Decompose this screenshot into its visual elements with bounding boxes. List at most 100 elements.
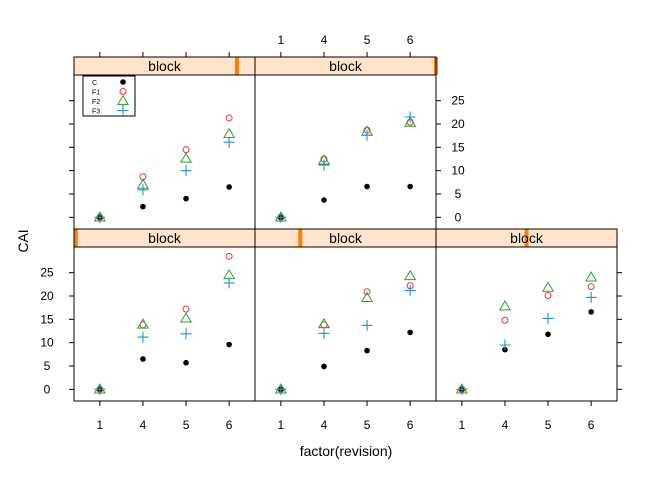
data-point-F3: [499, 339, 511, 351]
data-point-C: [588, 309, 594, 315]
data-point-F2: [223, 268, 236, 280]
y-tick-label: 10: [40, 336, 54, 350]
data-point-F3: [94, 211, 106, 223]
x-tick-label: 5: [545, 418, 552, 432]
data-point-C: [364, 183, 370, 190]
data-point-C: [183, 359, 189, 366]
panel-5: block 1 4 5 6: [435, 228, 622, 432]
x-axis-title: factor(revision): [300, 443, 393, 459]
strip-level-indicator: [524, 229, 529, 247]
data-point-F3: [456, 383, 468, 395]
data-point-F1: [182, 305, 190, 313]
panel-2: block 1 4 5 6 0 5 10 15 20 25: [254, 33, 465, 230]
strip-label: block: [510, 230, 544, 246]
data-point-F3: [137, 184, 149, 196]
x-tick-label: 6: [588, 418, 595, 432]
data-point-F2: [360, 291, 374, 303]
y-tick-label: 25: [40, 266, 54, 280]
panel-3: block 1 4 5 6 0 5 10 15 20 25: [40, 228, 256, 432]
y-tick-label-right: 15: [451, 140, 465, 154]
y-tick-label: 20: [40, 289, 54, 303]
legend-label: F2: [92, 99, 100, 106]
panel-1: block C F1 F2 F3: [69, 52, 256, 230]
x-tick-label: 1: [459, 418, 466, 432]
data-point-C: [321, 197, 327, 203]
legend-label: F3: [92, 109, 100, 116]
data-point-F1: [544, 292, 552, 300]
data-point-F1: [501, 316, 509, 324]
data-point-F1: [363, 288, 371, 296]
data-point-C: [183, 195, 189, 202]
data-point-C: [226, 341, 232, 348]
y-tick-label-right: 10: [451, 164, 465, 178]
data-point-F1: [225, 114, 233, 122]
legend-label: C: [92, 80, 97, 87]
panel-border: [254, 246, 437, 402]
data-point-F3: [180, 165, 192, 177]
x-tick-label-top: 5: [364, 33, 371, 47]
data-point-F3: [223, 277, 235, 289]
data-point-F1: [182, 146, 190, 154]
strip-label: block: [148, 230, 182, 246]
y-tick-label: 5: [44, 359, 51, 373]
x-tick-label-top: 4: [321, 33, 328, 47]
x-tick-label-top: 6: [407, 33, 414, 47]
strip-label: block: [148, 58, 182, 74]
data-point-C: [407, 183, 413, 190]
data-point-F3: [318, 327, 330, 339]
data-point-F3: [318, 159, 330, 171]
data-point-F2: [404, 116, 417, 127]
data-point-C: [407, 329, 413, 336]
data-point-F3: [137, 331, 149, 343]
data-point-C: [545, 331, 551, 338]
data-point-C: [321, 363, 327, 370]
data-point-F3: [180, 328, 192, 340]
panel-border: [254, 74, 437, 230]
data-point-F2: [585, 271, 598, 282]
data-point-C: [364, 347, 370, 354]
x-tick-label: 4: [140, 418, 147, 432]
data-point-F3: [361, 129, 373, 141]
data-point-F2: [404, 269, 417, 281]
data-point-C: [226, 184, 232, 190]
data-point-F2: [179, 152, 193, 163]
x-tick-label: 6: [407, 418, 414, 432]
data-point-F2: [223, 127, 236, 138]
data-point-C: [140, 356, 146, 362]
panel-border: [435, 246, 618, 402]
strip-label: block: [329, 230, 363, 246]
legend-marker-C: [120, 79, 126, 85]
data-point-F2: [317, 317, 331, 329]
y-tick-label: 15: [40, 312, 54, 326]
data-point-F3: [404, 111, 416, 123]
legend-label: F1: [92, 90, 100, 97]
data-point-F1: [587, 283, 595, 291]
y-tick-label: 0: [44, 382, 51, 396]
y-tick-label-right: 25: [451, 94, 465, 108]
strip-label: block: [329, 58, 363, 74]
legend-marker-F2: [116, 94, 130, 106]
data-point-F3: [585, 291, 597, 303]
x-tick-label: 6: [226, 418, 233, 432]
x-tick-label: 1: [97, 418, 104, 432]
x-tick-label-top: 1: [278, 33, 285, 47]
data-point-F2: [541, 281, 555, 292]
legend: C F1 F2 F3: [82, 75, 136, 117]
strip-background: [74, 57, 255, 75]
y-tick-label-right: 20: [451, 117, 465, 131]
data-point-F3: [223, 136, 235, 148]
x-tick-label: 1: [278, 418, 285, 432]
x-tick-label: 5: [364, 418, 371, 432]
data-point-F1: [225, 252, 233, 260]
data-point-F3: [361, 319, 373, 331]
legend-box: [82, 75, 136, 117]
y-axis-title: CAI: [15, 229, 31, 252]
strip-level-indicator: [298, 229, 303, 247]
data-point-F2: [498, 300, 512, 311]
strip-background: [255, 57, 436, 75]
legend-marker-F1: [119, 88, 127, 95]
y-tick-label-right: 5: [455, 187, 462, 201]
x-tick-label: 4: [321, 418, 328, 432]
legend-marker-F3: [117, 105, 129, 116]
